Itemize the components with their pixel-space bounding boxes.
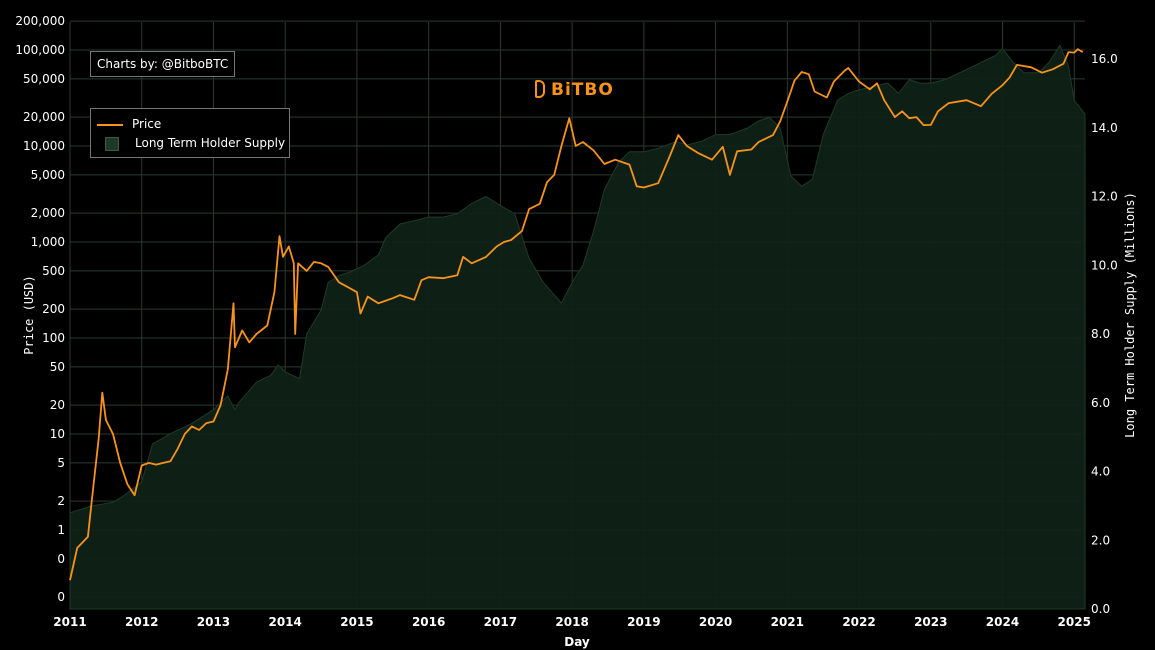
credit-text: Charts by: @BitboBTC	[97, 57, 229, 71]
bitbo-logo: BiTBO	[535, 80, 614, 100]
x-tick-label: 2023	[914, 615, 947, 629]
right-tick-label: 10.0	[1091, 258, 1118, 272]
supply-area	[69, 44, 1086, 610]
bitbo-logo-icon	[535, 80, 545, 98]
x-tick-label: 2015	[340, 615, 373, 629]
supply-area-swatch-icon	[105, 136, 119, 151]
legend-item-supply[interactable]: Long Term Holder Supply	[97, 134, 285, 152]
left-tick-label: 1,000	[31, 235, 65, 249]
legend-item-price[interactable]: Price	[97, 115, 161, 133]
left-tick-label: 10	[50, 427, 65, 441]
left-tick-label: 10,000	[23, 139, 65, 153]
left-axis-ticks: 200,000 100,000 50,000 20,000 10,000 5,000 2,0…	[15, 14, 65, 604]
right-tick-label: 8.0	[1091, 327, 1110, 341]
x-tick-label: 2025	[1058, 615, 1091, 629]
x-tick-label: 2011	[53, 615, 86, 629]
right-axis-title: Long Term Holder Supply (Millions)	[1123, 192, 1137, 438]
left-tick-label: 5	[57, 456, 65, 470]
right-tick-label: 2.0	[1091, 533, 1110, 547]
left-tick-label: 50	[50, 360, 65, 374]
x-tick-label: 2017	[484, 615, 517, 629]
left-tick-label: 20	[50, 398, 65, 412]
right-tick-label: 4.0	[1091, 465, 1110, 479]
right-tick-label: 0.0	[1091, 602, 1110, 616]
price-line	[69, 48, 1084, 581]
left-tick-label: 200	[42, 302, 65, 316]
left-tick-label: 0	[57, 552, 65, 566]
x-tick-label: 2022	[842, 615, 875, 629]
supply-area-layer	[69, 44, 1086, 610]
left-tick-label: 1	[57, 523, 65, 537]
x-axis-title: Day	[564, 635, 590, 649]
right-tick-label: 6.0	[1091, 396, 1110, 410]
legend-label-supply: Long Term Holder Supply	[135, 136, 286, 150]
left-tick-label: 50,000	[23, 72, 65, 86]
x-tick-label: 2014	[268, 615, 301, 629]
x-tick-label: 2013	[197, 615, 230, 629]
price-line-swatch-icon	[97, 123, 123, 126]
left-tick-label: 0	[57, 590, 65, 604]
right-tick-label: 12.0	[1091, 190, 1118, 204]
left-tick-label: 100	[42, 331, 65, 345]
logo-text: BiTBO	[551, 80, 614, 100]
left-tick-label: 100,000	[15, 43, 65, 57]
right-axis-ticks: 16.0 14.0 12.0 10.0 8.0 6.0 4.0 2.0 0.0	[1091, 52, 1118, 616]
left-tick-label: 500	[42, 264, 65, 278]
left-axis-title: Price (USD)	[22, 275, 36, 354]
left-tick-label: 5,000	[31, 168, 65, 182]
right-tick-label: 14.0	[1091, 121, 1118, 135]
left-tick-label: 200,000	[15, 14, 65, 28]
price-line-layer	[69, 48, 1084, 581]
x-tick-label: 2016	[412, 615, 445, 629]
left-tick-label: 20,000	[23, 110, 65, 124]
legend-label-price: Price	[132, 117, 162, 131]
x-tick-label: 2020	[699, 615, 732, 629]
x-tick-label: 2021	[771, 615, 804, 629]
x-tick-label: 2018	[555, 615, 588, 629]
chart-legend: Price Long Term Holder Supply	[90, 108, 290, 158]
x-tick-label: 2024	[986, 615, 1019, 629]
x-tick-label: 2019	[627, 615, 660, 629]
left-tick-label: 2	[57, 494, 65, 508]
left-tick-label: 2,000	[31, 206, 65, 220]
x-tick-label: 2012	[125, 615, 158, 629]
right-tick-label: 16.0	[1091, 52, 1118, 66]
chart-credit: Charts by: @BitboBTC	[90, 51, 236, 77]
x-axis-ticks: 2011 2012 2013 2014 2015 2016 2017 2018 2019 2020…	[53, 615, 1091, 629]
